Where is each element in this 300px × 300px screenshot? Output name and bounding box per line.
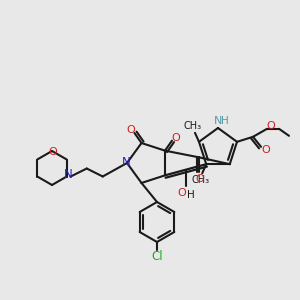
Text: N: N (64, 168, 73, 181)
Text: O: O (126, 125, 135, 135)
Text: O: O (262, 145, 270, 155)
Text: O: O (267, 121, 275, 131)
Text: CH₃: CH₃ (184, 121, 202, 131)
Text: O: O (177, 188, 186, 198)
Text: N: N (214, 116, 222, 126)
Text: O: O (172, 133, 180, 143)
Text: H: H (221, 116, 229, 126)
Text: N: N (122, 157, 130, 169)
Text: H: H (187, 190, 194, 200)
Text: O: O (48, 147, 57, 157)
Text: Cl: Cl (151, 250, 163, 263)
Text: O: O (195, 174, 204, 184)
Text: CH₃: CH₃ (191, 175, 209, 185)
